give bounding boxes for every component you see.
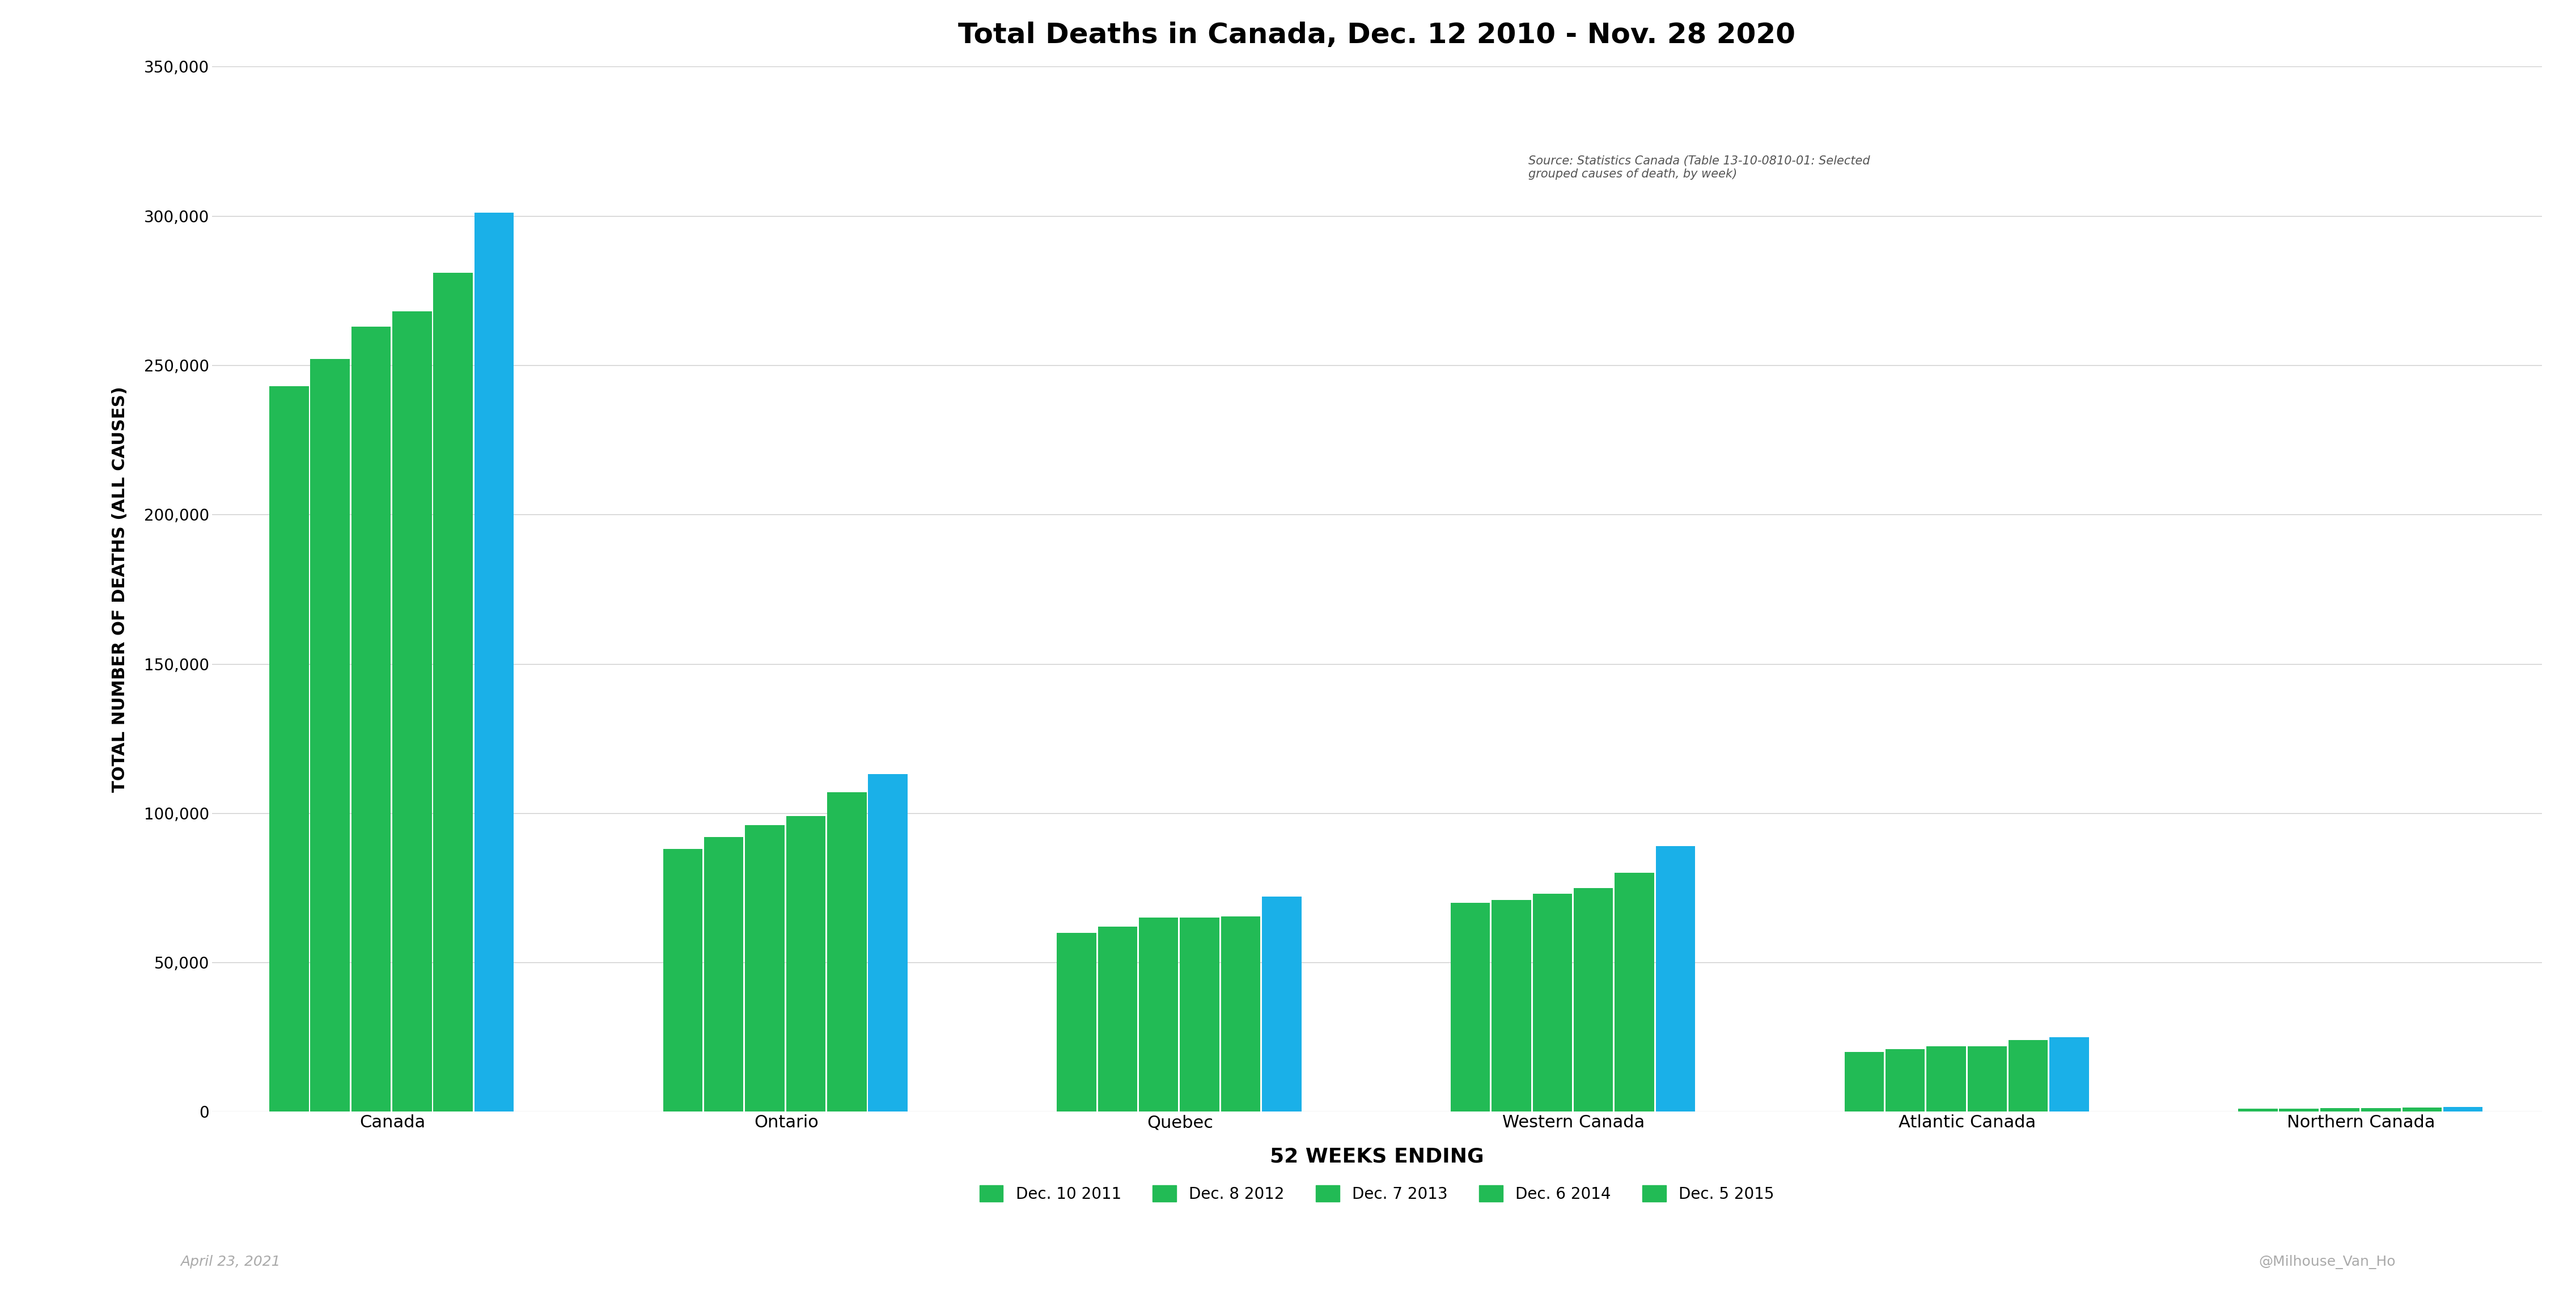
- Bar: [1886, 1049, 1924, 1112]
- Bar: [1097, 927, 1136, 1112]
- Bar: [474, 213, 513, 1112]
- Bar: [2403, 1107, 2442, 1112]
- Bar: [309, 360, 350, 1112]
- Bar: [2050, 1038, 2089, 1112]
- Bar: [1615, 873, 1654, 1112]
- Bar: [662, 849, 703, 1112]
- Title: Total Deaths in Canada, Dec. 12 2010 - Nov. 28 2020: Total Deaths in Canada, Dec. 12 2010 - N…: [958, 22, 1795, 49]
- Bar: [1844, 1052, 1883, 1112]
- Bar: [2362, 1107, 2401, 1112]
- Bar: [1927, 1047, 1965, 1112]
- Bar: [2009, 1040, 2048, 1112]
- Bar: [350, 326, 392, 1112]
- Bar: [1968, 1047, 2007, 1112]
- Bar: [392, 312, 433, 1112]
- Bar: [1221, 916, 1260, 1112]
- Bar: [1180, 918, 1218, 1112]
- Bar: [1450, 902, 1489, 1112]
- Legend: Dec. 10 2011, Dec. 8 2012, Dec. 7 2013, Dec. 6 2014, Dec. 5 2015: Dec. 10 2011, Dec. 8 2012, Dec. 7 2013, …: [974, 1179, 1780, 1208]
- Bar: [1574, 888, 1613, 1112]
- X-axis label: 52 WEEKS ENDING: 52 WEEKS ENDING: [1270, 1147, 1484, 1167]
- Bar: [2239, 1109, 2277, 1112]
- Bar: [1492, 900, 1530, 1112]
- Bar: [270, 387, 309, 1112]
- Bar: [433, 273, 474, 1112]
- Bar: [2280, 1109, 2318, 1112]
- Bar: [1139, 918, 1177, 1112]
- Bar: [868, 775, 907, 1112]
- Text: Source: Statistics Canada (Table 13-10-0810-01: Selected
grouped causes of death: Source: Statistics Canada (Table 13-10-0…: [1528, 156, 1870, 180]
- Bar: [1056, 933, 1097, 1112]
- Y-axis label: TOTAL NUMBER OF DEATHS (ALL CAUSES): TOTAL NUMBER OF DEATHS (ALL CAUSES): [111, 387, 129, 793]
- Bar: [2442, 1107, 2483, 1112]
- Bar: [786, 816, 824, 1112]
- Bar: [827, 793, 866, 1112]
- Bar: [744, 825, 786, 1112]
- Bar: [1656, 846, 1695, 1112]
- Bar: [2321, 1109, 2360, 1112]
- Bar: [1533, 893, 1571, 1112]
- Text: @Milhouse_Van_Ho: @Milhouse_Van_Ho: [2259, 1255, 2396, 1270]
- Text: April 23, 2021: April 23, 2021: [180, 1255, 281, 1268]
- Bar: [1262, 897, 1301, 1112]
- Bar: [703, 837, 744, 1112]
